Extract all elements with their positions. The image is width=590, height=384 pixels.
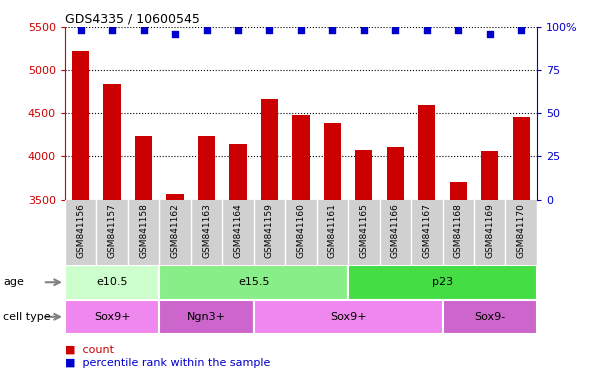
Point (327, 27, 337, 33)
Text: GSM841169: GSM841169 (485, 203, 494, 258)
Text: p23: p23 (432, 277, 453, 287)
Bar (261, 99, 278, 384)
Point (454, 27, 463, 33)
Text: GSM841170: GSM841170 (517, 203, 526, 258)
Bar (450, 182, 467, 384)
Text: cell type: cell type (3, 312, 51, 322)
Text: GSM841163: GSM841163 (202, 203, 211, 258)
Text: GSM841168: GSM841168 (454, 203, 463, 258)
Text: e10.5: e10.5 (96, 277, 128, 287)
Text: GDS4335 / 10600545: GDS4335 / 10600545 (65, 13, 200, 26)
Bar (324, 123, 341, 384)
Point (485, 31, 494, 37)
Text: GSM841160: GSM841160 (296, 203, 306, 258)
Text: GSM841167: GSM841167 (422, 203, 431, 258)
Point (76, 27, 86, 33)
Point (422, 27, 431, 33)
Point (516, 27, 526, 33)
Point (107, 27, 117, 33)
Point (202, 27, 211, 33)
Bar (481, 151, 499, 384)
Bar (72, 51, 89, 384)
Point (139, 27, 148, 33)
Text: GSM841166: GSM841166 (391, 203, 400, 258)
Point (296, 27, 306, 33)
Bar (65, 300, 159, 334)
Text: Sox9-: Sox9- (474, 312, 505, 322)
Text: GSM841161: GSM841161 (328, 203, 337, 258)
Text: GSM841159: GSM841159 (265, 203, 274, 258)
Text: ■  percentile rank within the sample: ■ percentile rank within the sample (65, 358, 270, 368)
Point (359, 27, 369, 33)
Text: GSM841164: GSM841164 (234, 203, 242, 258)
Point (391, 27, 400, 33)
Bar (254, 300, 442, 334)
Bar (198, 136, 215, 384)
Bar (159, 300, 254, 334)
Text: Sox9+: Sox9+ (94, 312, 130, 322)
Bar (418, 105, 435, 384)
Text: GSM841165: GSM841165 (359, 203, 368, 258)
Text: e15.5: e15.5 (238, 277, 270, 287)
Text: Sox9+: Sox9+ (330, 312, 366, 322)
Point (233, 27, 242, 33)
Bar (159, 265, 348, 300)
Bar (292, 115, 310, 384)
Point (265, 27, 274, 33)
Bar (355, 150, 372, 384)
Text: ■  count: ■ count (65, 344, 114, 354)
Bar (135, 136, 152, 384)
Text: GSM841162: GSM841162 (171, 203, 179, 258)
Text: GSM841156: GSM841156 (76, 203, 85, 258)
Text: GSM841158: GSM841158 (139, 203, 148, 258)
Text: age: age (3, 277, 24, 287)
Point (171, 31, 180, 37)
Bar (513, 117, 530, 384)
Bar (166, 195, 183, 384)
Bar (230, 144, 247, 384)
Text: Ngn3+: Ngn3+ (187, 312, 226, 322)
Bar (348, 265, 537, 300)
Bar (65, 265, 159, 300)
Text: GSM841157: GSM841157 (107, 203, 117, 258)
Bar (103, 84, 121, 384)
Bar (386, 147, 404, 384)
Bar (442, 300, 537, 334)
